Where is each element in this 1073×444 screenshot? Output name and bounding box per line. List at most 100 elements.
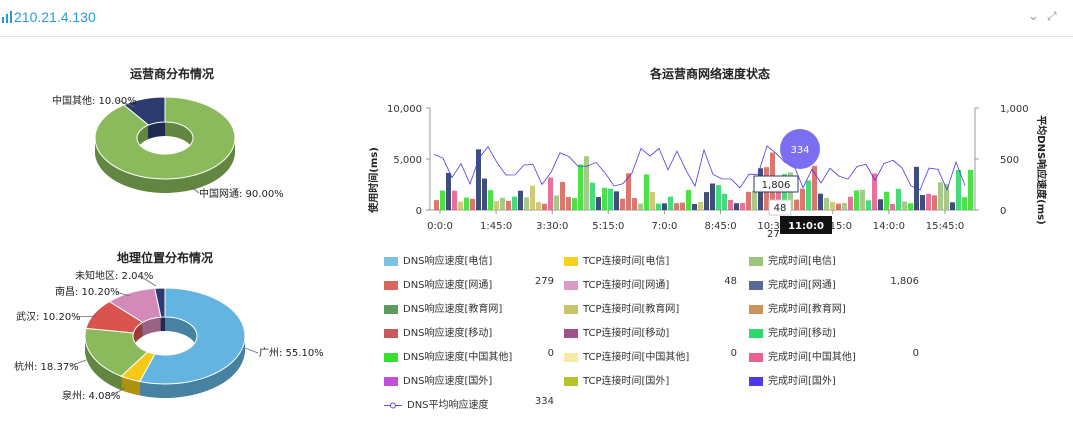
legend-label: DNS响应速度[教育网] bbox=[403, 304, 503, 315]
chart-bar bbox=[674, 203, 679, 210]
x-tick-label: 7:0:0 bbox=[652, 221, 678, 232]
legend-swatch bbox=[749, 352, 763, 362]
bar-chart-icon bbox=[2, 11, 12, 23]
legend-item[interactable]: 完成时间[移动] bbox=[749, 324, 836, 339]
legend-line-marker bbox=[390, 402, 396, 408]
legend-swatch bbox=[749, 256, 763, 266]
chart-bar bbox=[926, 193, 931, 210]
legend-swatch bbox=[384, 352, 398, 362]
legend-item[interactable]: TCP连接时间[国外] bbox=[564, 372, 669, 387]
pie-slice-label: 广州: 55.10% bbox=[259, 347, 324, 359]
pie-label-connector bbox=[75, 315, 97, 318]
legend-value: 48 bbox=[724, 276, 737, 287]
legend-swatch bbox=[749, 304, 763, 314]
legend-swatch bbox=[564, 280, 578, 290]
chart-bar bbox=[716, 185, 721, 210]
chart-bar bbox=[968, 169, 973, 210]
location-pie-chart: 地理位置分布情况 广州: 55.10% 泉州: 4.08% 杭州: 18.37% 武汉… bbox=[14, 250, 324, 402]
pie-slice bbox=[122, 96, 166, 126]
chevron-down-icon[interactable]: ⌄ bbox=[1028, 9, 1039, 24]
chart-bar bbox=[962, 197, 967, 210]
legend-item[interactable]: DNS响应速度[网通] bbox=[384, 276, 492, 291]
legend-item[interactable]: DNS响应速度[中国其他] bbox=[384, 348, 512, 363]
pie1-title: 运营商分布情况 bbox=[130, 66, 214, 81]
chart-bar bbox=[476, 149, 481, 210]
chart-bar bbox=[722, 193, 727, 210]
chart-bar bbox=[944, 184, 949, 210]
chart-bar bbox=[518, 190, 523, 210]
legend-item[interactable]: DNS响应速度[教育网] bbox=[384, 300, 502, 315]
chart-bar bbox=[578, 164, 583, 210]
chart-bar bbox=[860, 189, 865, 210]
chart-bar bbox=[878, 199, 883, 210]
legend-item[interactable]: 完成时间[教育网] bbox=[749, 300, 846, 315]
chart-bar bbox=[548, 177, 553, 210]
legend-label: 完成时间[移动] bbox=[768, 328, 836, 339]
chart-bar bbox=[542, 203, 547, 210]
legend-value: 0 bbox=[730, 348, 737, 359]
legend-label: TCP连接时间[移动] bbox=[583, 328, 670, 339]
legend-item[interactable]: TCP连接时间[网通] bbox=[564, 276, 669, 291]
chart-bar bbox=[482, 178, 487, 210]
legend-item[interactable]: TCP连接时间[中国其他] bbox=[564, 348, 689, 363]
legend-swatch bbox=[749, 280, 763, 290]
legend-value: 1,806 bbox=[890, 276, 919, 287]
y-tick-right-label: 500 bbox=[1000, 155, 1019, 166]
legend-item[interactable]: DNS平均响应速度 bbox=[384, 396, 489, 411]
legend-item[interactable]: 完成时间[网通] bbox=[749, 276, 836, 291]
legend-value: 279 bbox=[534, 276, 554, 287]
shrink-icon[interactable]: ⤢ bbox=[1047, 9, 1057, 23]
y-tick-right-label: 1,000 bbox=[1000, 104, 1029, 115]
legend-item[interactable]: 完成时间[国外] bbox=[749, 372, 836, 387]
tooltip-total-value: 1,806 bbox=[762, 180, 791, 191]
tooltip-bubble bbox=[780, 129, 820, 169]
x-tick-label: 3:30:0 bbox=[536, 221, 568, 232]
chart-bar bbox=[602, 187, 607, 210]
chart-bar bbox=[434, 200, 439, 210]
pie-label-connector bbox=[244, 347, 259, 354]
pie-slice-label: 杭州: 18.37% bbox=[14, 360, 79, 373]
chart-bar bbox=[458, 201, 463, 210]
chart-bar bbox=[590, 182, 595, 210]
chart-bar bbox=[488, 190, 493, 210]
legend-label: TCP连接时间[电信] bbox=[583, 256, 670, 267]
legend-item[interactable]: TCP连接时间[教育网] bbox=[564, 300, 679, 315]
chart-bar bbox=[704, 192, 709, 210]
legend-item[interactable]: TCP连接时间[移动] bbox=[564, 324, 669, 339]
legend-swatch bbox=[384, 304, 398, 314]
legend-item[interactable]: DNS响应速度[国外] bbox=[384, 372, 492, 387]
chart-bar bbox=[656, 203, 661, 210]
chart-bar bbox=[554, 195, 559, 210]
legend-item[interactable]: 完成时间[电信] bbox=[749, 252, 836, 267]
legend-item[interactable]: DNS响应速度[电信] bbox=[384, 252, 492, 267]
pie-label-connector bbox=[115, 291, 131, 297]
chart-bar bbox=[806, 180, 811, 210]
dns-avg-line bbox=[433, 145, 966, 191]
legend-item[interactable]: DNS响应速度[移动] bbox=[384, 324, 492, 339]
pie-label-connector bbox=[109, 387, 126, 397]
chart-bar bbox=[686, 189, 691, 210]
panel-header: 210.21.4.130 ⌄ ⤢ bbox=[0, 0, 1073, 37]
chart-bar bbox=[536, 202, 541, 210]
x-tick-label: 14:0:0 bbox=[873, 221, 905, 232]
legend-swatch bbox=[384, 376, 398, 386]
chart-bar bbox=[890, 203, 895, 210]
time-label-box bbox=[780, 216, 832, 234]
y-tick-label: 5,000 bbox=[393, 155, 422, 166]
chart-bar bbox=[692, 203, 697, 210]
chart-bar bbox=[572, 198, 577, 210]
chart-bar bbox=[680, 202, 685, 210]
legend-item[interactable]: 完成时间[中国其他] bbox=[749, 348, 856, 363]
legend-item[interactable]: TCP连接时间[电信] bbox=[564, 252, 669, 267]
speed-chart: 各运营商网络速度状态 使用时间(ms) 平均DNS响应速度(ms) 0 5,000… bbox=[367, 66, 1048, 240]
chart-bar bbox=[740, 202, 745, 210]
x-tick-label: 5:15:0 bbox=[592, 221, 624, 232]
tooltip-other-value: 27 bbox=[767, 229, 780, 240]
chart-bar bbox=[812, 165, 817, 210]
chart-bar bbox=[608, 188, 613, 210]
chart-bar bbox=[638, 203, 643, 210]
legend-swatch bbox=[749, 376, 763, 386]
legend-label: 完成时间[教育网] bbox=[768, 304, 846, 315]
pie-slice-label: 中国其他: 10.00% bbox=[52, 94, 137, 107]
chart-bar bbox=[728, 199, 733, 210]
